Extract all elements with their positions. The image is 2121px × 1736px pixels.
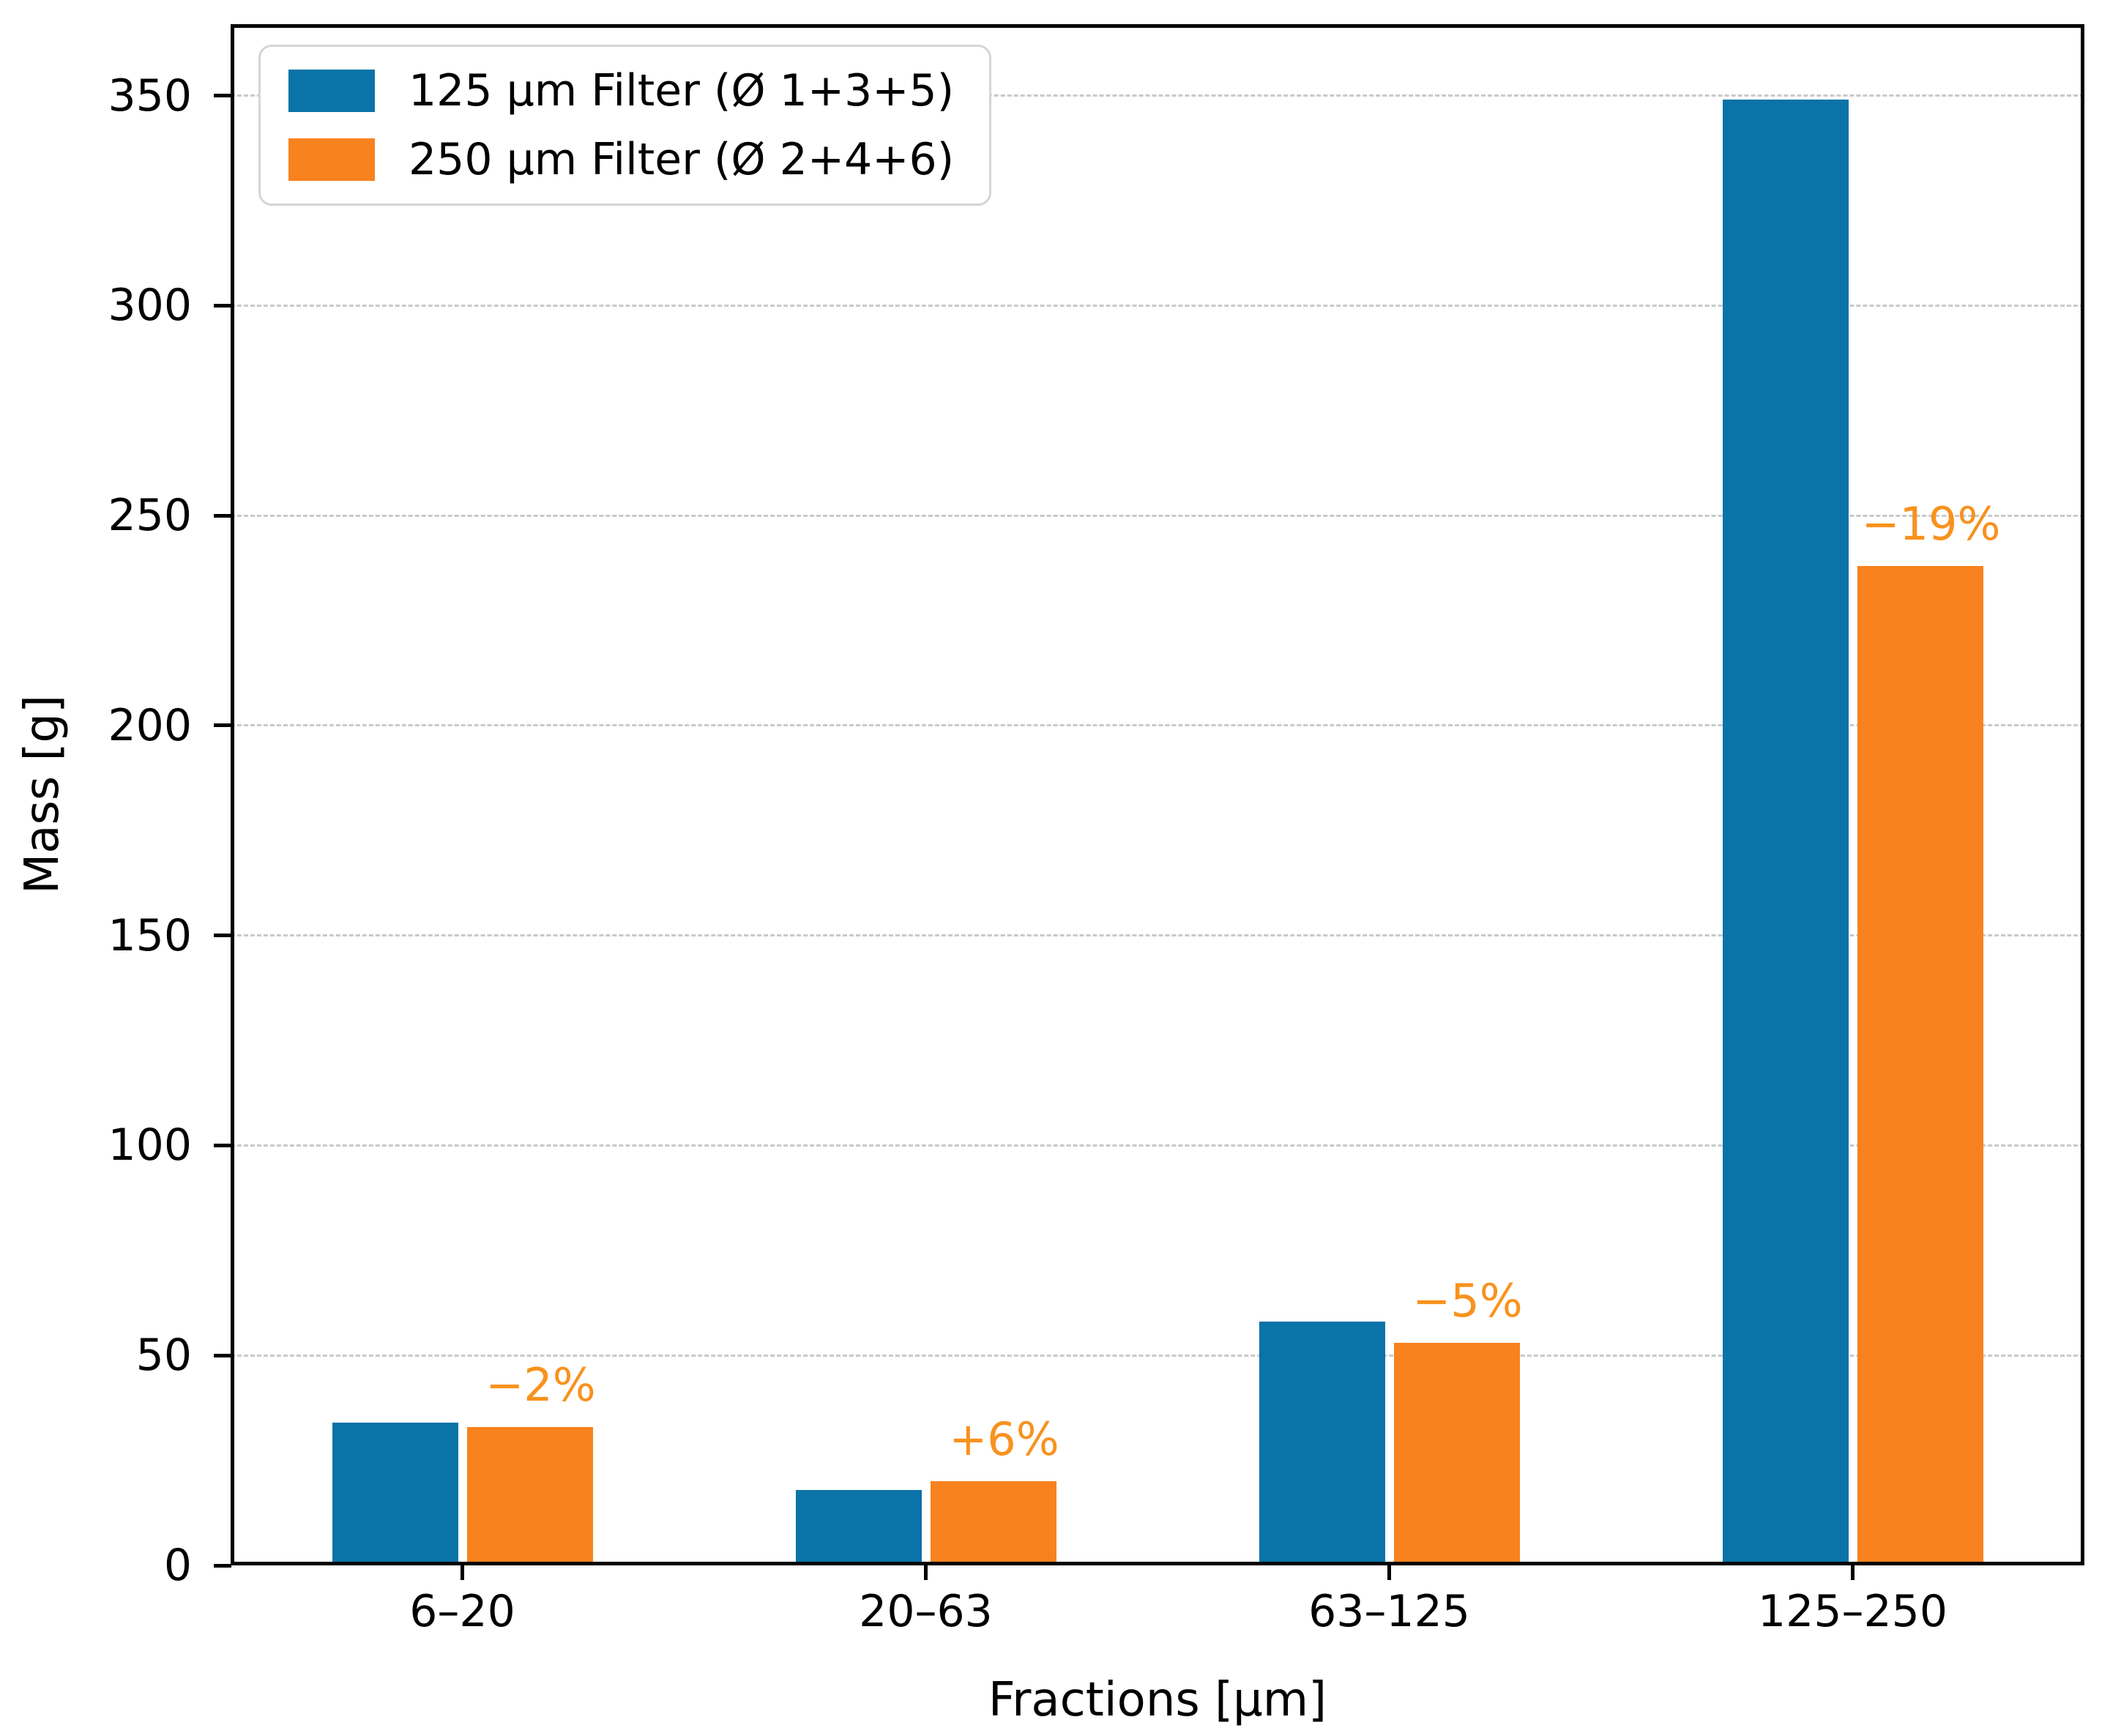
bar-blue-20–63 [795,1489,922,1565]
x-axis-label: Fractions [µm] [988,1673,1327,1727]
y-tick-mark [214,1563,231,1568]
y-tick-mark [214,94,231,97]
plot-area: 125 µm Filter (Ø 1+3+5) 250 µm Filter (Ø… [231,24,2084,1565]
y-tick-label: 150 [108,909,192,961]
y-tick-mark [214,1353,231,1357]
bar-blue-6–20 [332,1423,458,1565]
x-tick-label: 63–125 [1308,1586,1470,1637]
bar-orange-63–125 [1393,1343,1520,1565]
bar-blue-125–250 [1722,100,1849,1565]
x-tick-mark [924,1565,928,1580]
bar-annotation: −19% [1861,496,2001,551]
y-tick-label: 200 [108,699,192,751]
gridline-y150 [231,934,2084,937]
y-tick-mark [214,723,231,728]
x-tick-mark [461,1565,464,1580]
bar-orange-6–20 [466,1426,593,1565]
x-tick-label: 6–20 [409,1586,515,1637]
x-tick-mark [1387,1565,1391,1580]
gridline-y300 [231,304,2084,307]
gridline-y350 [231,94,2084,97]
bar-annotation: +6% [949,1412,1059,1467]
y-tick-label: 50 [135,1330,192,1382]
legend-item: 125 µm Filter (Ø 1+3+5) [288,69,954,113]
legend-label: 250 µm Filter (Ø 2+4+6) [409,134,955,185]
y-tick-label: 100 [108,1120,192,1171]
bar-orange-125–250 [1857,565,1983,1565]
y-tick-mark [214,1143,231,1147]
legend: 125 µm Filter (Ø 1+3+5) 250 µm Filter (Ø… [258,45,992,206]
bar-orange-20–63 [930,1481,1056,1565]
x-tick-label: 20–63 [859,1586,993,1637]
y-tick-label: 300 [108,280,192,332]
y-tick-label: 350 [108,70,192,122]
y-tick-mark [214,303,231,308]
bar-annotation: −2% [485,1357,596,1412]
legend-swatch [288,70,375,112]
bar-blue-63–125 [1259,1322,1385,1565]
legend-item: 250 µm Filter (Ø 2+4+6) [288,138,954,182]
y-tick-label: 0 [163,1540,192,1591]
legend-label: 125 µm Filter (Ø 1+3+5) [409,65,955,116]
gridline-y200 [231,724,2084,727]
x-tick-label: 125–250 [1757,1586,1948,1637]
bar-annotation: −5% [1412,1274,1523,1327]
legend-swatch [288,138,375,181]
x-tick-mark [1851,1565,1855,1580]
y-tick-label: 250 [108,490,192,542]
gridline-y100 [231,1144,2084,1147]
gridline-y250 [231,514,2084,517]
y-tick-mark [214,934,231,938]
y-tick-mark [214,513,231,518]
gridline-y50 [231,1354,2084,1357]
